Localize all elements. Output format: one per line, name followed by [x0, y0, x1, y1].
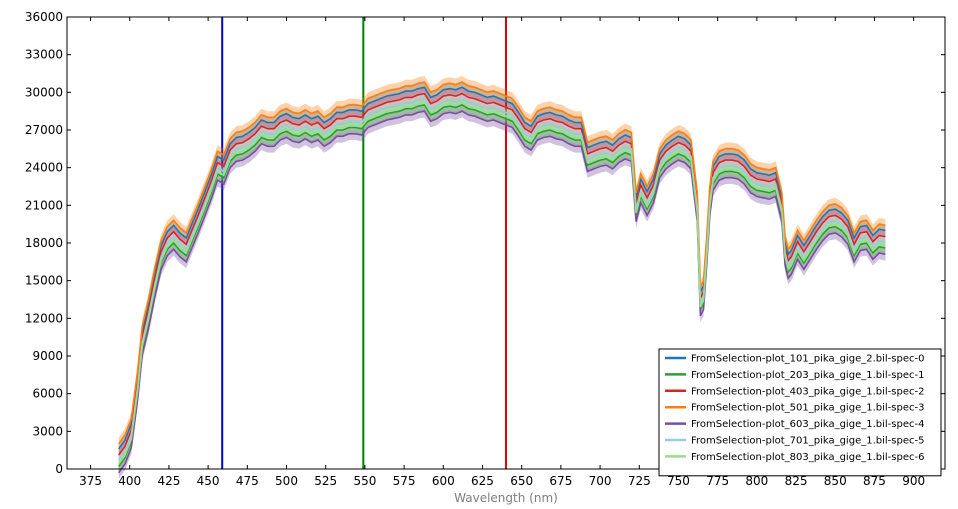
x-tick-label: 525 — [314, 474, 337, 488]
legend-entry: FromSelection-plot_101_pika_gige_2.bil-s… — [691, 354, 924, 365]
legend-entry: FromSelection-plot_501_pika_gige_1.bil-s… — [691, 403, 924, 414]
series-line-5 — [118, 97, 886, 461]
series-line-2 — [118, 92, 886, 456]
x-tick-label: 750 — [667, 474, 690, 488]
axes: 375 400 425 450 475 500 525 550 575 600 625 650 675 7… — [25, 10, 946, 505]
x-tick-label: 475 — [236, 474, 259, 488]
series-line-1 — [118, 104, 886, 467]
y-tick-label: 27000 — [25, 123, 63, 137]
x-tick-label: 850 — [824, 474, 847, 488]
y-tick-label: 36000 — [25, 10, 63, 24]
x-tick-label: 500 — [275, 474, 298, 488]
reference-lines — [221, 17, 507, 469]
x-tick-label: 650 — [510, 474, 533, 488]
series-line-4 — [118, 110, 886, 474]
y-tick-label: 15000 — [25, 274, 63, 288]
x-tick-label: 725 — [628, 474, 651, 488]
legend-entry: FromSelection-plot_403_pika_gige_1.bil-s… — [691, 386, 924, 397]
y-tick-label: 33000 — [25, 48, 63, 62]
y-tick-label: 3000 — [32, 424, 63, 438]
y-tick-label: 12000 — [25, 311, 63, 325]
spectrum-lines — [118, 81, 886, 474]
legend-entry: FromSelection-plot_701_pika_gige_1.bil-s… — [691, 436, 924, 447]
x-tick-label: 600 — [432, 474, 455, 488]
legend-box — [658, 348, 942, 477]
legend: FromSelection-plot_101_pika_gige_2.bil-s… — [658, 348, 942, 477]
y-tick-label: 30000 — [25, 85, 63, 99]
x-tick-label: 625 — [471, 474, 494, 488]
y-tick-label: 0 — [55, 462, 63, 476]
y-tick-label: 6000 — [32, 387, 63, 401]
legend-entry: FromSelection-plot_603_pika_gige_1.bil-s… — [691, 419, 924, 430]
series-line-6 — [118, 101, 886, 465]
series-line-3 — [118, 81, 886, 445]
legend-entry: FromSelection-plot_803_pika_gige_1.bil-s… — [691, 452, 924, 463]
x-tick-label: 825 — [785, 474, 808, 488]
series-line-0 — [118, 86, 886, 450]
x-tick-label: 375 — [79, 474, 102, 488]
y-tick-label: 21000 — [25, 198, 63, 212]
y-tick-label: 18000 — [25, 236, 63, 250]
legend-entry: FromSelection-plot_203_pika_gige_1.bil-s… — [691, 370, 924, 381]
x-tick-label: 575 — [393, 474, 416, 488]
y-tick-label: 9000 — [32, 349, 63, 363]
x-tick-label: 425 — [157, 474, 180, 488]
x-tick-label: 800 — [745, 474, 768, 488]
x-tick-label: 700 — [589, 474, 612, 488]
x-tick-label: 550 — [353, 474, 376, 488]
x-tick-label: 775 — [706, 474, 729, 488]
x-tick-label: 450 — [197, 474, 220, 488]
x-tick-label: 875 — [863, 474, 886, 488]
x-tick-label: 675 — [549, 474, 572, 488]
x-tick-label: 900 — [902, 474, 925, 488]
x-tick-label: 400 — [118, 474, 141, 488]
y-tick-label: 24000 — [25, 161, 63, 175]
x-axis-title: Wavelength (nm) — [454, 491, 558, 505]
